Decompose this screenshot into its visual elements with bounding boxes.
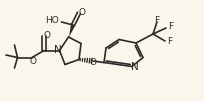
Text: HO: HO bbox=[45, 16, 59, 25]
Text: F: F bbox=[166, 37, 172, 46]
Text: O: O bbox=[43, 31, 50, 40]
Text: O: O bbox=[78, 8, 85, 17]
Text: F: F bbox=[154, 16, 159, 25]
Text: F: F bbox=[167, 22, 172, 31]
Text: O: O bbox=[90, 58, 96, 67]
Text: O: O bbox=[29, 56, 36, 66]
Polygon shape bbox=[69, 24, 75, 37]
Text: N: N bbox=[131, 62, 138, 72]
Text: N: N bbox=[54, 45, 61, 55]
